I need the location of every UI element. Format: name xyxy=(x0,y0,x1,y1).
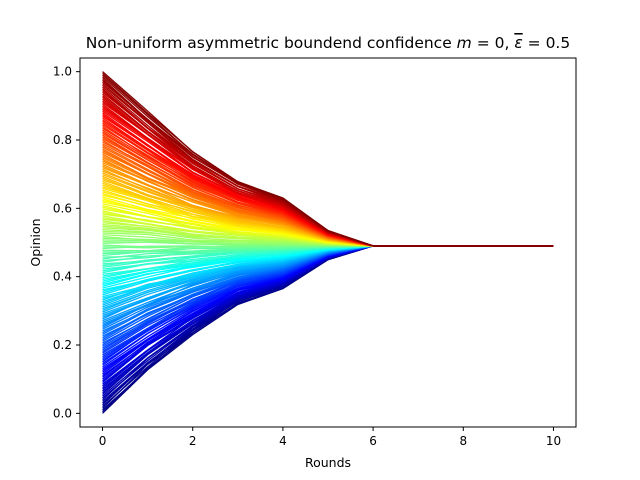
x-tick-label: 0 xyxy=(99,434,107,448)
x-tick-label: 2 xyxy=(189,434,197,448)
x-axis-label: Rounds xyxy=(305,455,351,470)
y-tick-label: 0.6 xyxy=(53,201,72,215)
x-tick-label: 4 xyxy=(279,434,287,448)
chart-title-m: m xyxy=(457,34,472,52)
agent-trajectory-line xyxy=(102,71,554,247)
chart-title-eq2: = 0.5 xyxy=(523,34,571,52)
y-tick-label: 0.2 xyxy=(53,338,72,352)
y-axis-ticks: 0.0 0.2 0.4 0.6 0.8 1.0 xyxy=(53,65,80,420)
y-tick-label: 0.4 xyxy=(53,270,72,284)
x-tick-label: 10 xyxy=(546,434,561,448)
x-axis-ticks: 0 2 4 6 8 10 xyxy=(99,427,561,448)
y-tick-label: 1.0 xyxy=(53,65,72,79)
y-axis-label: Opinion xyxy=(28,218,43,266)
chart-title-text: Non-uniform asymmetric boundend confiden… xyxy=(86,34,457,52)
chart-title-eq1: = 0, xyxy=(472,34,515,52)
plot-frame xyxy=(79,57,577,428)
chart-title: Non-uniform asymmetric boundend confiden… xyxy=(86,34,570,52)
y-tick-label: 0.0 xyxy=(53,406,72,420)
x-tick-label: 6 xyxy=(369,434,377,448)
chart-title-epsilon: ε xyxy=(514,34,522,52)
trajectory-lines xyxy=(102,71,554,414)
y-tick-label: 0.8 xyxy=(53,133,72,147)
x-tick-label: 8 xyxy=(459,434,467,448)
